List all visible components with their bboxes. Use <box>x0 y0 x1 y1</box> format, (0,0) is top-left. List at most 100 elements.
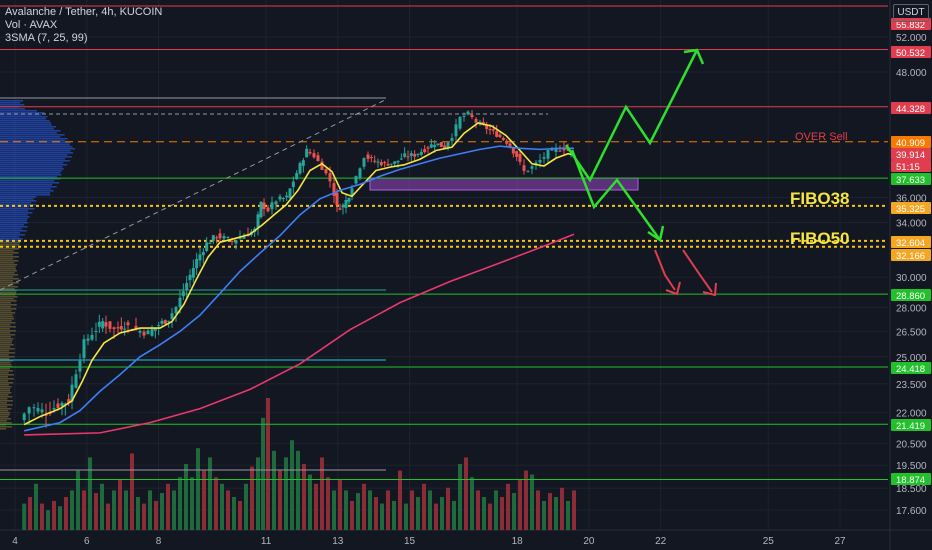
volume-bar-67 <box>422 483 426 530</box>
price-label-4: 39.914 <box>896 150 925 161</box>
volume-indicator-label[interactable]: Vol · AVAX <box>5 19 58 31</box>
candle-body <box>195 258 199 269</box>
candle-body <box>191 267 195 278</box>
volume-bar-25 <box>172 490 176 530</box>
candle-body <box>90 334 94 340</box>
volume-bar-42 <box>272 450 276 530</box>
bullish-path <box>564 49 699 183</box>
price-label-12: 21.419 <box>896 421 925 432</box>
candle-body <box>178 297 182 308</box>
candle-body <box>185 283 189 290</box>
x-tick-label-0: 4 <box>12 536 18 547</box>
volume-bar-2 <box>34 483 38 530</box>
volume-bar-9 <box>76 470 80 530</box>
candle-body <box>518 153 522 162</box>
candle-body <box>429 144 433 148</box>
sma-indicator-label[interactable]: 3SMA (7, 25, 99) <box>5 32 88 44</box>
profile-bar-258 <box>0 258 14 260</box>
candle-body <box>350 188 354 197</box>
candle-body <box>298 163 302 174</box>
profile-bar-232 <box>0 232 21 234</box>
profile-bar-134 <box>0 134 65 136</box>
profile-bar-142 <box>0 142 71 144</box>
candle-body <box>308 151 312 154</box>
profile-bar-114 <box>0 114 42 116</box>
volume-bar-63 <box>398 470 402 530</box>
profile-bar-398 <box>0 398 8 400</box>
profile-bar-212 <box>0 212 33 214</box>
candle-body <box>205 242 209 251</box>
candle-body <box>226 236 230 238</box>
profile-bar-410 <box>0 410 9 412</box>
candle-body <box>511 147 515 154</box>
candle-body <box>44 414 48 416</box>
currency-button[interactable]: USDT <box>893 4 929 22</box>
candle-body <box>439 142 443 147</box>
candle-body <box>174 307 178 314</box>
support-zone <box>369 177 639 191</box>
profile-bar-340 <box>0 340 13 342</box>
profile-bar-230 <box>0 230 27 232</box>
volume-bar-40 <box>261 417 265 530</box>
profile-bar-428 <box>0 428 7 430</box>
candle-body <box>454 124 458 137</box>
profile-bar-300 <box>0 300 17 302</box>
volume-bar-10 <box>82 490 86 530</box>
candle-body <box>97 321 101 327</box>
profile-bar-416 <box>0 416 9 418</box>
profile-bar-154 <box>0 154 68 156</box>
y-tick-label-7: 25.000 <box>896 353 927 364</box>
red-arrowhead-1 <box>665 281 681 296</box>
candle-body <box>538 159 542 163</box>
volume-bar-8 <box>70 490 74 530</box>
price-label-5: 51:15 <box>896 162 920 173</box>
candle-body <box>22 413 26 421</box>
volume-bar-24 <box>166 483 170 530</box>
candle-body <box>262 202 266 210</box>
volume-bar-28 <box>190 477 194 530</box>
profile-bar-238 <box>0 238 23 240</box>
profile-bar-304 <box>0 304 17 306</box>
candle-body <box>208 242 212 244</box>
profile-bar-330 <box>0 330 16 332</box>
profile-bar-360 <box>0 360 14 362</box>
candle-body <box>335 192 339 206</box>
volume-bar-37 <box>244 483 248 530</box>
profile-bar-204 <box>0 204 36 206</box>
volume-bar-92 <box>572 490 576 530</box>
profile-bar-326 <box>0 326 16 328</box>
profile-bar-202 <box>0 202 32 204</box>
profile-bar-224 <box>0 224 24 226</box>
profile-bar-400 <box>0 400 13 402</box>
annotation-fibo38: FIBO38 <box>790 189 850 208</box>
y-tick-label-2: 36.000 <box>896 194 927 205</box>
time-axis[interactable]: 4 6 8 11 13 15 18 20 22 25 27 <box>12 536 846 547</box>
volume-bar-88 <box>548 493 552 530</box>
price-label-8: 32.604 <box>896 238 925 249</box>
profile-bar-162 <box>0 162 64 164</box>
annotation-over-sell: OVER Sell <box>795 131 848 143</box>
y-tick-label-10: 20.500 <box>896 439 927 450</box>
chart-title: Avalanche / Tether, 4h, KUCOIN <box>5 6 163 18</box>
profile-bar-194 <box>0 194 51 196</box>
candle-body <box>450 137 454 142</box>
candle-body <box>320 161 324 170</box>
candle-body <box>40 409 44 413</box>
volume-bar-45 <box>290 440 294 530</box>
candle-body <box>266 207 270 212</box>
profile-bar-336 <box>0 336 11 338</box>
candle-body <box>366 154 370 159</box>
candle-body <box>436 143 440 146</box>
profile-bar-148 <box>0 148 76 150</box>
volume-bar-76 <box>476 490 480 530</box>
candle-body <box>446 142 450 148</box>
candle-body <box>376 161 380 163</box>
price-axis[interactable]: 52.000 48.000 36.000 34.000 30.000 28.000 26.5… <box>891 18 931 517</box>
candle-body <box>198 254 202 261</box>
profile-bar-236 <box>0 236 20 238</box>
volume-bar-51 <box>326 477 330 530</box>
volume-bar-87 <box>542 500 546 530</box>
y-tick-label-9: 22.000 <box>896 409 927 420</box>
candle-body <box>78 360 82 372</box>
